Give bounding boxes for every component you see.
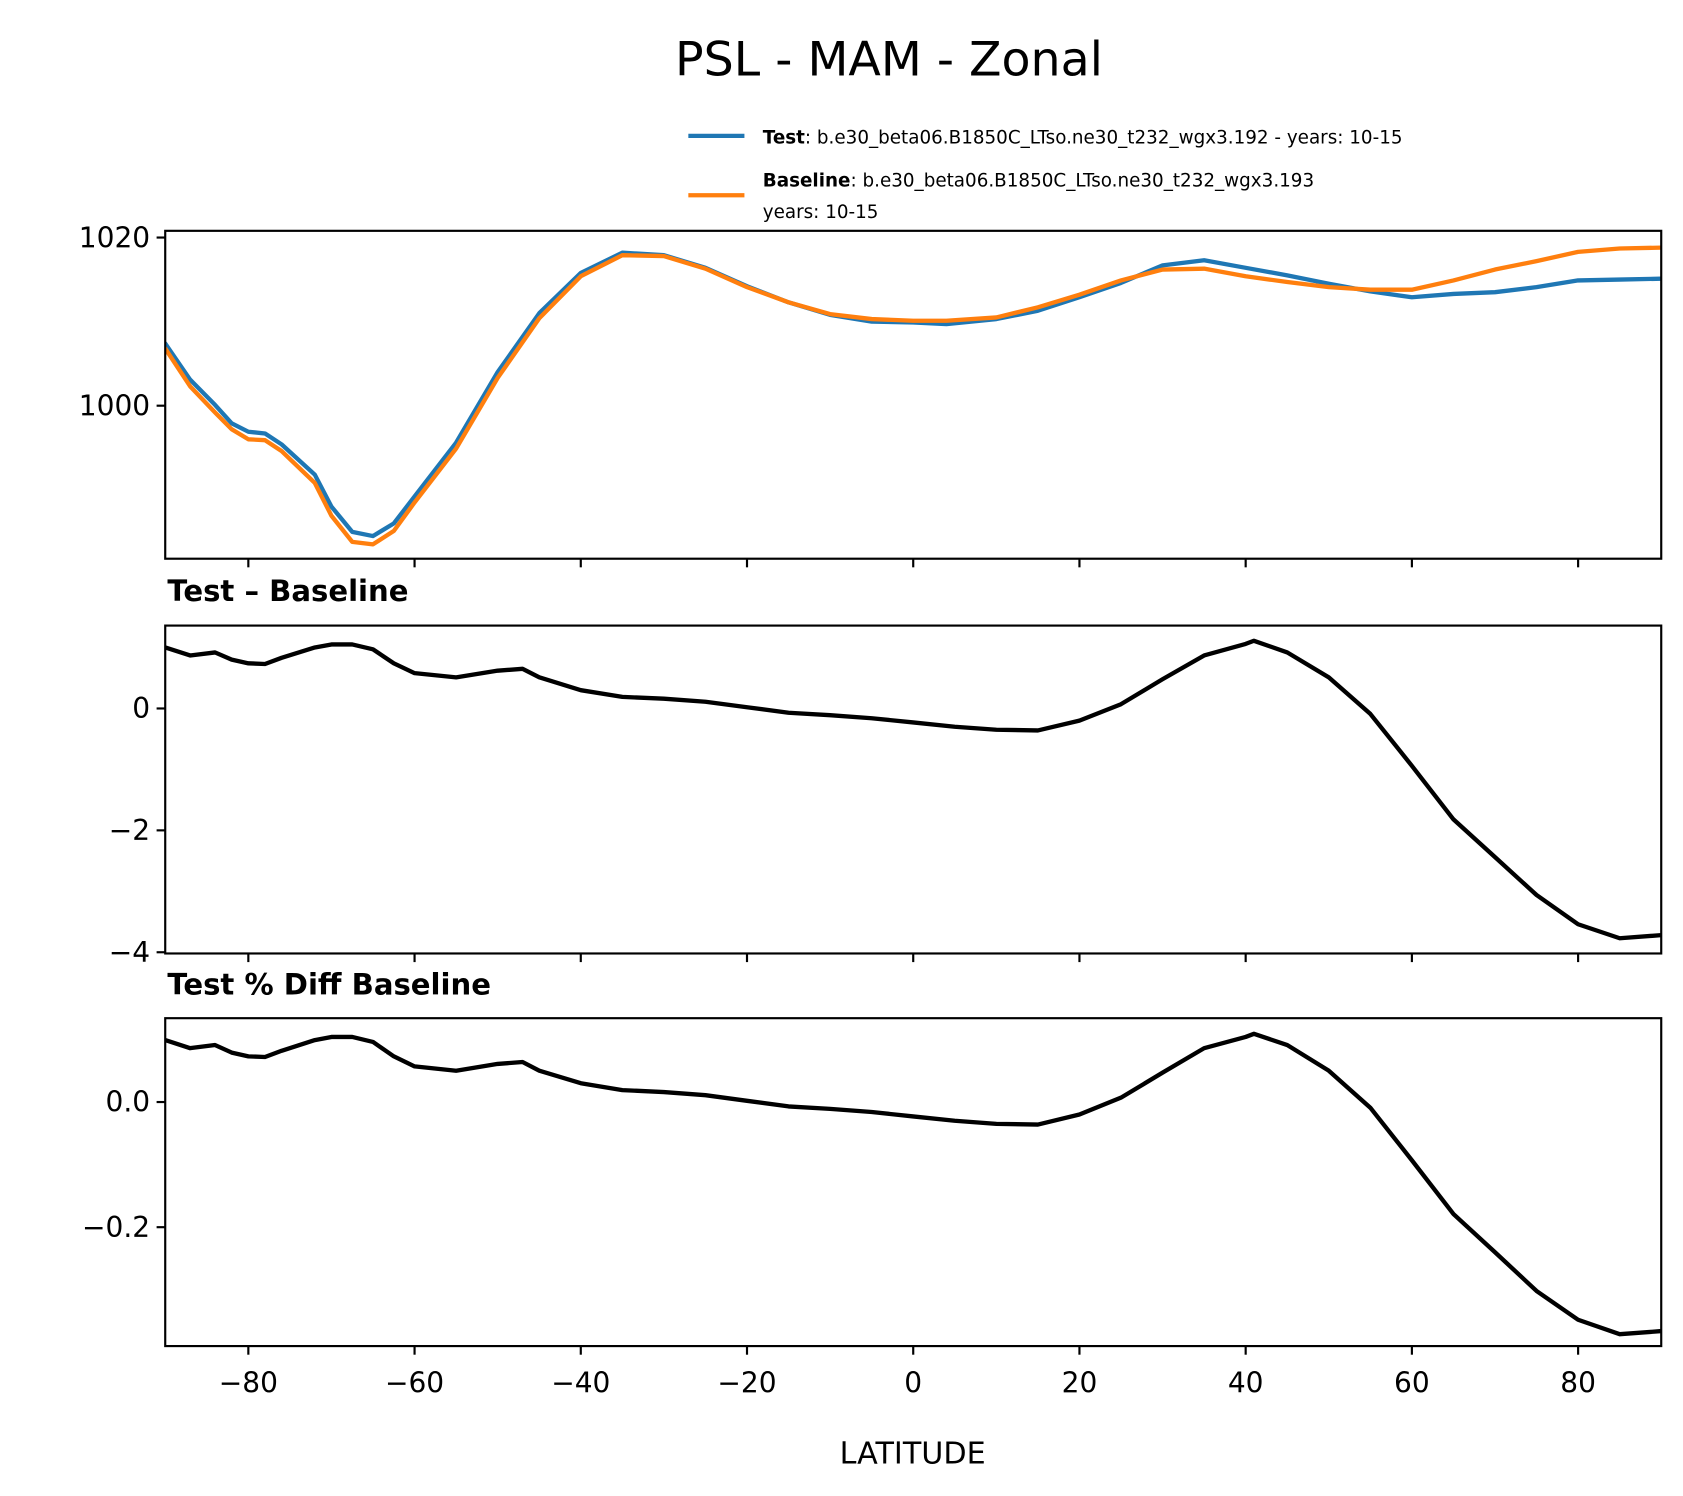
y-tick-label: 1020 (79, 221, 150, 254)
x-tick-label: −20 (717, 1366, 776, 1399)
series-line-diff (165, 638, 1662, 941)
y-tick-label: −2 (109, 814, 150, 847)
panel-2: −0.2 0.0 −80 −60 −40 −20 0 20 40 60 80 (82, 1017, 1663, 1399)
panel-title-difference: Test – Baseline (167, 574, 408, 608)
x-tick-label: 0 (904, 1366, 922, 1399)
x-tick-label: 20 (1062, 1366, 1098, 1399)
panel-0: 1000 1020 (79, 221, 1663, 568)
axes-frame (164, 1017, 1663, 1348)
y-tick-label: 1000 (79, 389, 150, 422)
y-tick-label: 0.0 (106, 1086, 151, 1119)
series-line-diff (165, 1031, 1662, 1337)
x-tick-label: 60 (1394, 1366, 1430, 1399)
legend-label-baseline-years: years: 10-15 (763, 202, 879, 223)
figure-title: PSL - MAM - Zonal (675, 33, 1103, 88)
x-tick-label: −40 (551, 1366, 610, 1399)
x-tick-label: 40 (1228, 1366, 1264, 1399)
legend: Test: b.e30_beta06.B1850C_LTso.ne30_t232… (688, 127, 1403, 223)
y-tick-label: 0 (132, 692, 150, 725)
series-line-baseline (165, 245, 1662, 547)
x-tick-label: −60 (385, 1366, 444, 1399)
axes-frame (164, 624, 1663, 955)
axes-frame (164, 229, 1663, 560)
x-tick-label: 80 (1560, 1366, 1596, 1399)
legend-label-test: Test: b.e30_beta06.B1850C_LTso.ne30_t232… (763, 127, 1403, 148)
y-tick-label: −4 (109, 936, 150, 969)
legend-label-baseline: Baseline: b.e30_beta06.B1850C_LTso.ne30_… (763, 171, 1314, 192)
x-axis-label: LATITUDE (840, 1437, 986, 1472)
panel-title-percent-diff: Test % Diff Baseline (167, 967, 491, 1001)
series-line-test (165, 250, 1662, 539)
y-tick-label: −0.2 (82, 1211, 150, 1244)
x-tick-label: −80 (219, 1366, 278, 1399)
panel-1: −4 −2 0 (109, 624, 1663, 969)
